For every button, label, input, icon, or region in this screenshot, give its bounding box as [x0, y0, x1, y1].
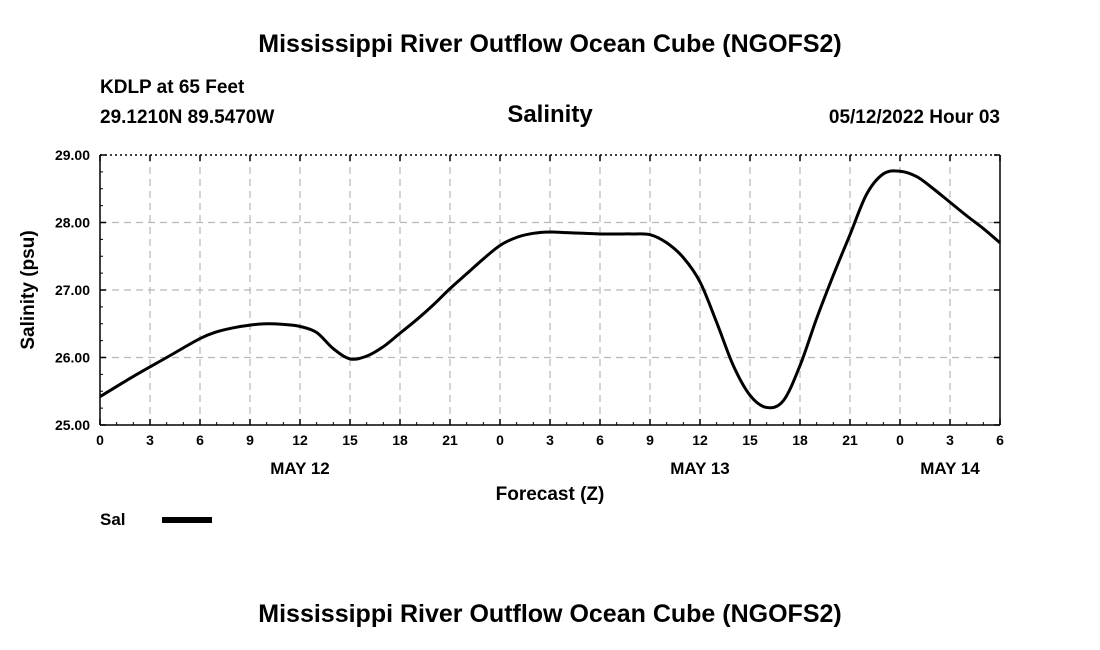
x-tick-label: 0	[96, 432, 104, 448]
x-day-label: MAY 13	[670, 459, 730, 478]
footer-title: Mississippi River Outflow Ocean Cube (NG…	[258, 600, 842, 628]
x-tick-label: 6	[196, 432, 204, 448]
x-tick-label: 9	[246, 432, 254, 448]
y-tick-label: 26.00	[55, 350, 90, 366]
legend-label: Sal	[100, 510, 126, 529]
x-tick-label: 3	[546, 432, 554, 448]
page-title: Mississippi River Outflow Ocean Cube (NG…	[258, 30, 842, 58]
x-tick-label: 9	[646, 432, 654, 448]
x-tick-label: 0	[896, 432, 904, 448]
x-tick-label: 3	[146, 432, 154, 448]
x-tick-label: 18	[392, 432, 408, 448]
x-tick-label: 6	[996, 432, 1004, 448]
chart-title: Salinity	[507, 101, 593, 128]
datetime-label: 05/12/2022 Hour 03	[828, 107, 1000, 128]
y-axis-label: Salinity (psu)	[18, 230, 39, 349]
x-tick-label: 15	[742, 432, 758, 448]
x-tick-label: 12	[292, 432, 308, 448]
x-tick-label: 6	[596, 432, 604, 448]
legend-swatch	[162, 517, 212, 523]
x-tick-label: 3	[946, 432, 954, 448]
x-day-label: MAY 14	[920, 459, 980, 478]
coordinates-label: 29.1210N 89.5470W	[100, 107, 275, 128]
x-day-label: MAY 12	[270, 459, 330, 478]
x-tick-label: 0	[496, 432, 504, 448]
salinity-series-line	[99, 169, 1001, 410]
y-tick-label: 28.00	[55, 215, 90, 231]
x-tick-label: 15	[342, 432, 358, 448]
x-tick-label: 18	[792, 432, 808, 448]
y-tick-label: 25.00	[55, 417, 90, 433]
x-tick-label: 21	[442, 432, 458, 448]
x-tick-label: 21	[842, 432, 858, 448]
station-label: KDLP at 65 Feet	[100, 77, 245, 98]
y-tick-label: 27.00	[55, 282, 90, 298]
x-tick-label: 12	[692, 432, 708, 448]
y-tick-label: 29.00	[55, 147, 90, 163]
x-axis-label: Forecast (Z)	[496, 484, 605, 505]
